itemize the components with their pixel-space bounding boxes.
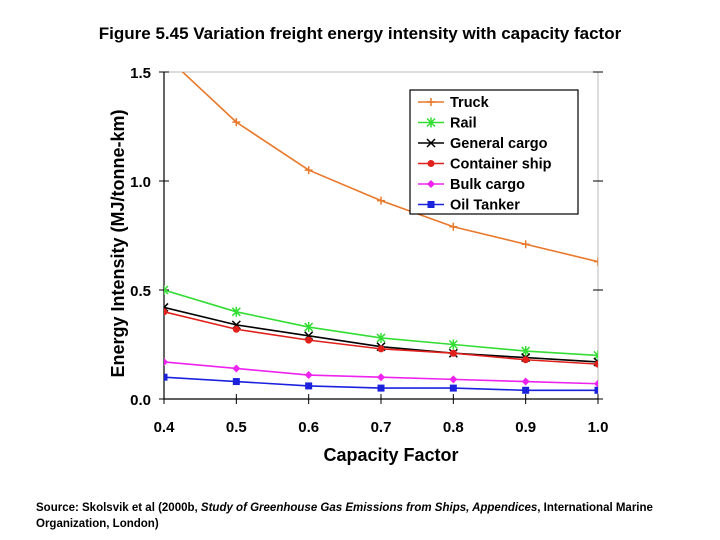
marker-star [164,285,169,295]
marker-diamond [304,371,313,380]
marker-circle [427,160,435,167]
x-tick-label: 1.0 [588,419,609,436]
marker-plus [594,257,598,266]
marker-circle [449,349,457,357]
figure-title: Figure 5.45 Variation freight energy int… [98,24,622,43]
y-axis-label: Energy Intensity (MJ/tonne-km) [108,109,128,377]
marker-plus [449,222,458,231]
marker-diamond [164,357,168,366]
legend-label: Rail [450,116,477,132]
marker-diamond [232,364,241,373]
marker-diamond [449,375,458,384]
marker-square [449,384,457,392]
legend-label: Bulk cargo [450,177,525,193]
series-container-ship [164,308,598,368]
x-axis-label: Capacity Factor [323,445,458,465]
marker-diamond [427,180,435,188]
legend-item: Bulk cargo [418,177,525,193]
marker-diamond [377,373,385,382]
marker-diamond [521,377,530,386]
marker-star [304,322,314,333]
series-bulk-cargo [164,357,598,388]
marker-circle [522,356,530,364]
y-tick-label: 0.0 [130,392,151,409]
marker-plus [427,98,435,106]
marker-circle [305,336,313,344]
marker-plus [521,240,530,249]
marker-square [522,386,530,394]
legend-item: Container ship [418,157,552,173]
marker-star [448,339,458,350]
marker-square [594,386,598,394]
marker-circle [377,345,385,353]
series-rail [164,285,598,361]
marker-square [164,373,168,381]
legend-label: General cargo [450,136,548,152]
marker-square [377,384,385,392]
marker-square [305,382,313,390]
marker-square [232,378,240,386]
legend-label: Truck [450,95,490,111]
source-title: Study of Greenhouse Gas Emissions from S… [200,502,538,514]
marker-circle [232,325,240,333]
x-tick-label: 0.8 [443,419,464,436]
marker-diamond [594,379,598,388]
marker-plus [232,118,241,127]
marker-star [376,332,386,343]
marker-star [593,350,598,361]
x-tick-label: 0.9 [515,419,536,436]
legend-item: Truck [418,95,490,111]
marker-plus [304,166,313,175]
legend-label: Container ship [450,157,552,173]
y-tick-label: 0.5 [130,283,151,300]
legend-box [409,89,579,215]
source-prefix: Source: Skolsvik et al (2000b, [36,502,201,514]
legend-label: Oil Tanker [450,198,520,214]
x-tick-label: 0.6 [298,419,319,436]
marker-x [426,138,436,148]
marker-plus [160,51,168,59]
marker-circle [594,360,598,368]
legend: Truck Rail General cargo Container ship Bulk… [409,89,579,215]
marker-star [231,306,241,317]
legend-item: General cargo [418,136,548,152]
x-tick-label: 0.7 [371,419,392,436]
y-tick-label: 1.0 [130,174,151,191]
x-tick-label: 0.4 [154,419,176,436]
marker-star [426,117,436,128]
legend-item: Oil Tanker [418,198,520,214]
marker-square [427,201,435,208]
series-truck [160,51,598,266]
marker-star [521,346,531,357]
marker-plus [377,196,385,205]
series-oil-tanker [164,373,598,394]
source-suffix: , International Marine Organization, Lon… [36,502,653,530]
y-tick-label: 1.5 [130,65,151,82]
marker-circle [164,308,168,316]
legend-item: Rail [418,116,477,132]
x-tick-label: 0.5 [226,419,247,436]
source-caption: Source: Skolsvik et al (2000b, Study of … [36,500,696,532]
